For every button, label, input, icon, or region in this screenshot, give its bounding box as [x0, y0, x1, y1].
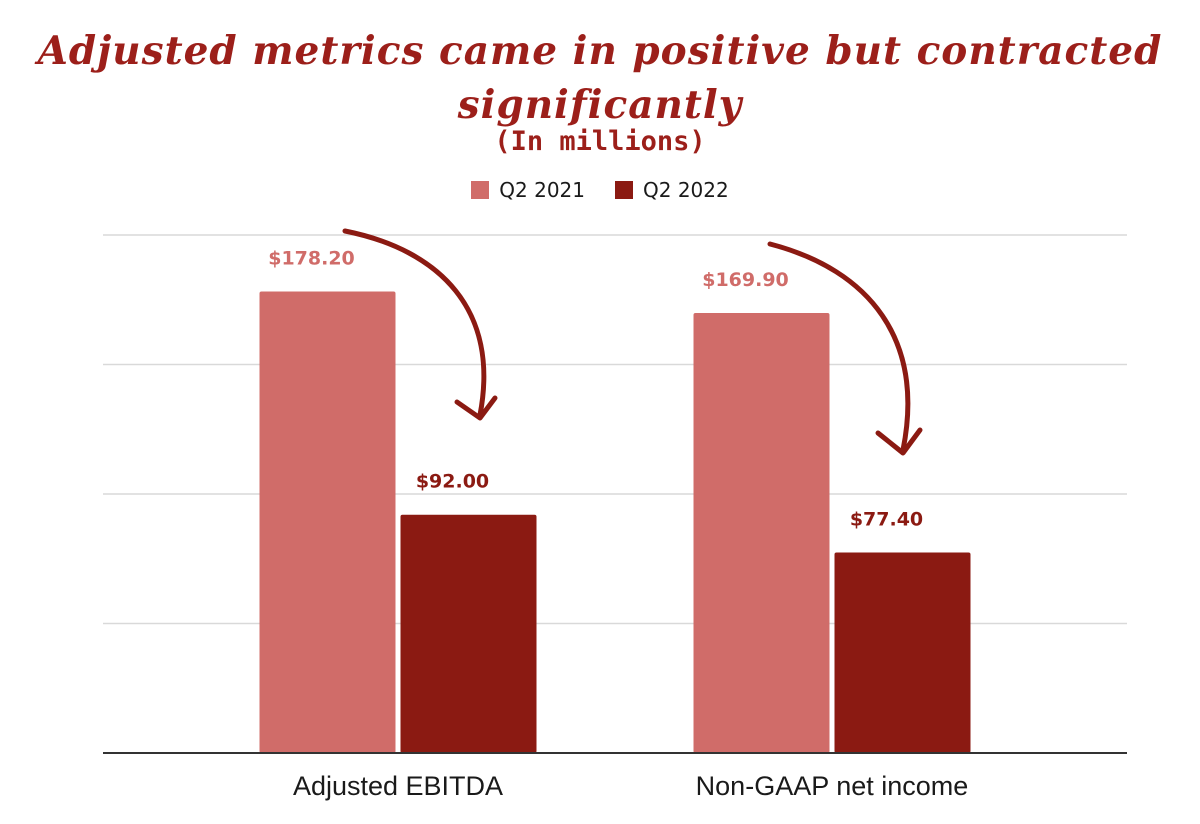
chart-title-line-1: Adjusted metrics came in positive but co…: [37, 28, 1163, 74]
decrease-arrow-icon: [342, 228, 487, 418]
legend-swatch-series-2: [615, 181, 633, 199]
legend-label-series-1: Q2 2021: [499, 178, 585, 202]
category-label: Adjusted EBITDA: [293, 771, 503, 801]
legend-label-series-2: Q2 2022: [643, 178, 729, 202]
category-label: Non-GAAP net income: [696, 771, 969, 801]
value-labels: $178.20 $92.00 $169.90 $77.40: [268, 247, 923, 530]
legend-item-series-1: Q2 2021: [471, 178, 585, 202]
decrease-arrowhead-icon: [875, 427, 923, 456]
legend-item-series-2: Q2 2022: [615, 178, 729, 202]
chart-legend: Q2 2021 Q2 2022: [0, 178, 1200, 202]
legend-swatch-series-1: [471, 181, 490, 199]
category-labels: Adjusted EBITDA Non-GAAP net income: [293, 771, 968, 801]
data-label: $92.00: [416, 471, 489, 493]
bar-q2-2022-2: [834, 552, 971, 753]
chart-title-line-2: significantly: [457, 82, 743, 128]
data-label: $77.40: [850, 509, 923, 531]
decrease-arrows: [342, 228, 923, 456]
bar-q2-2022-1: [400, 514, 537, 753]
data-label: $169.90: [702, 269, 789, 291]
bar-q2-2021-2: [693, 312, 830, 753]
gridlines: [103, 234, 1127, 625]
decrease-arrow-icon: [767, 241, 911, 453]
bars: [259, 291, 971, 753]
data-label: $178.20: [268, 247, 355, 269]
decrease-arrowhead-icon: [454, 395, 498, 421]
chart-subtitle: (In millions): [494, 126, 706, 157]
bar-q2-2021-1: [259, 291, 396, 753]
